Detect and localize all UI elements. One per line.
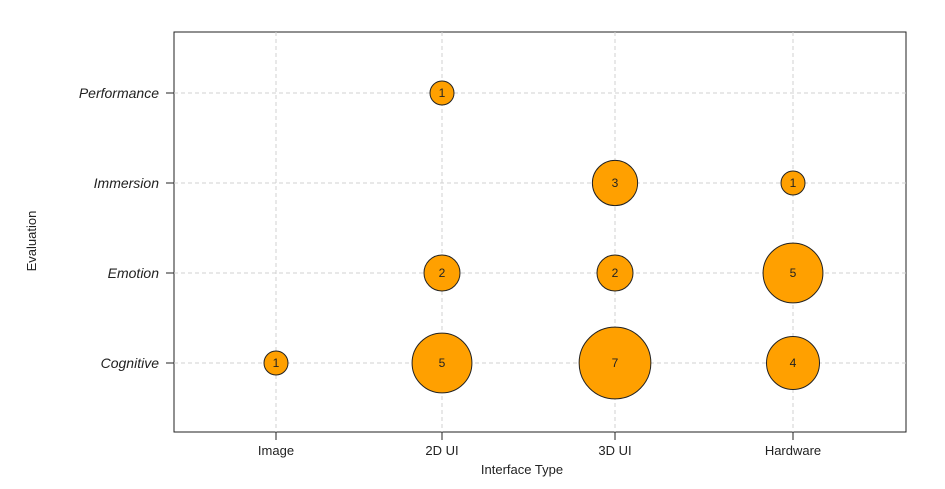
bubble-value-label: 2 bbox=[612, 266, 619, 280]
bubble-value-label: 7 bbox=[612, 356, 619, 370]
y-tick-label: Performance bbox=[79, 85, 159, 101]
bubble-value-label: 3 bbox=[612, 176, 619, 190]
x-tick-label: Image bbox=[258, 443, 294, 458]
bubble bbox=[411, 332, 473, 394]
bubble bbox=[423, 254, 461, 292]
bubble-value-label: 1 bbox=[790, 176, 797, 190]
bubble-value-label: 5 bbox=[439, 356, 446, 370]
y-tick-label: Immersion bbox=[94, 175, 160, 191]
x-axis-label: Interface Type bbox=[481, 462, 563, 477]
bubble-value-label: 2 bbox=[439, 266, 446, 280]
x-tick-label: 3D UI bbox=[598, 443, 631, 458]
bubble bbox=[596, 254, 634, 292]
bubble bbox=[429, 80, 455, 106]
bubble-value-label: 1 bbox=[439, 86, 446, 100]
y-tick-label: Cognitive bbox=[101, 355, 160, 371]
plot-frame bbox=[173, 31, 907, 433]
bubbles: 7 5 5 4 3 2 2 1 1 1 bbox=[263, 80, 824, 400]
bubble bbox=[762, 242, 824, 304]
x-tick-label: Hardware bbox=[765, 443, 821, 458]
bubble bbox=[780, 170, 806, 196]
bubble bbox=[578, 326, 652, 400]
ticks: Image 2D UI 3D UI Hardware Cognitive Emotion I… bbox=[79, 85, 821, 458]
bubble bbox=[263, 350, 289, 376]
bubble bbox=[766, 336, 820, 390]
bubble-value-label: 4 bbox=[790, 356, 797, 370]
x-tick-label: 2D UI bbox=[425, 443, 458, 458]
y-axis-label: Evaluation bbox=[24, 211, 39, 272]
bubble-value-label: 5 bbox=[790, 266, 797, 280]
y-tick-label: Emotion bbox=[108, 265, 160, 281]
bubble-value-label: 1 bbox=[273, 356, 280, 370]
bubble bbox=[591, 159, 639, 207]
